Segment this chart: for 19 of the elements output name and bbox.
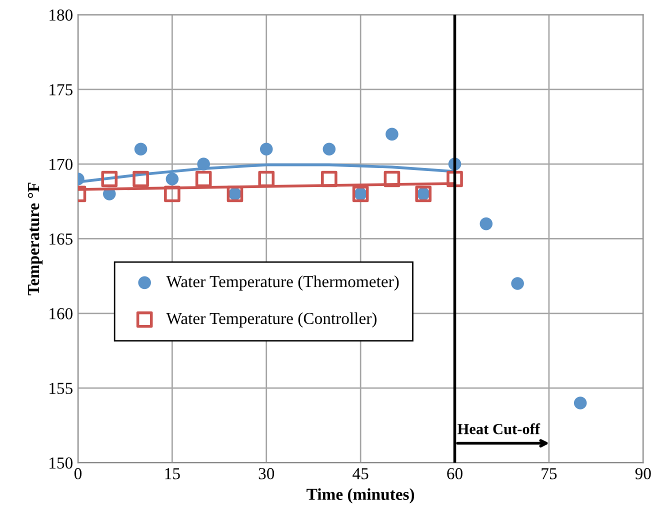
legend-label: Water Temperature (Thermometer) <box>166 275 399 291</box>
legend-label: Water Temperature (Controller) <box>166 312 377 328</box>
x-tick-label: 30 <box>258 468 274 480</box>
x-tick-label: 90 <box>635 468 651 480</box>
y-tick-label: 165 <box>50 233 72 245</box>
annotation: Heat Cut-off <box>458 423 540 434</box>
x-tick-label: 15 <box>165 468 180 480</box>
y-tick-label: 160 <box>50 308 72 320</box>
y-tick-label: 175 <box>50 84 72 96</box>
y-tick-label: 170 <box>50 158 72 170</box>
y-tick-label: 150 <box>50 457 72 469</box>
x-tick-label: 45 <box>352 468 368 480</box>
y-axis-title: Temperature °F <box>28 182 43 296</box>
x-tick-label: 60 <box>447 468 462 480</box>
x-axis-title: Time (minutes) <box>306 488 414 504</box>
x-tick-label: 75 <box>542 468 557 480</box>
y-tick-label: 155 <box>50 382 72 394</box>
y-tick-label: 180 <box>50 9 72 21</box>
x-tick-label: 0 <box>74 468 82 480</box>
